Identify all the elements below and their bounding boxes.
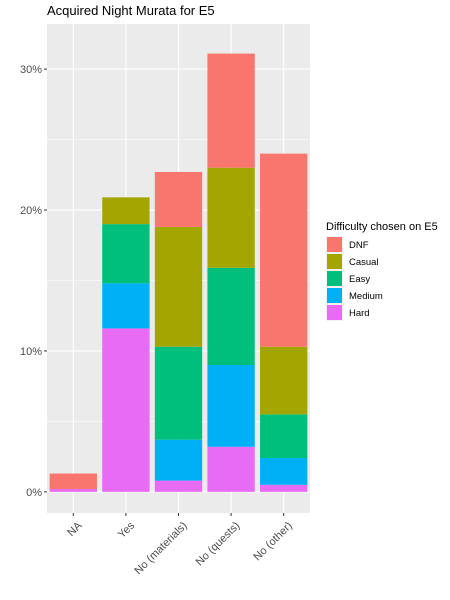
bar-no-quests-hard — [207, 446, 255, 492]
bar-no-quests-casual — [207, 167, 255, 268]
bar-yes-medium — [102, 283, 150, 329]
x-tick-label: No (quests) — [194, 520, 243, 569]
bar-no-materials-medium — [154, 439, 203, 481]
bar-yes-easy — [102, 224, 150, 284]
bar-no-other-hard — [260, 484, 308, 492]
bar-no-materials-dnf — [154, 171, 203, 227]
y-tick-label: 20% — [20, 205, 42, 217]
bar-no-materials-easy — [154, 346, 203, 440]
bar-no-other-easy — [260, 414, 308, 459]
x-tick-label: No (other) — [251, 520, 295, 564]
x-tick-label: Yes — [116, 519, 138, 541]
legend-label-medium: Medium — [349, 291, 383, 302]
legend-swatch-hard — [327, 305, 342, 320]
bar-yes-casual — [102, 197, 150, 225]
bars-layer — [49, 53, 308, 492]
legend-swatch-easy — [327, 271, 342, 286]
bar-no-materials-casual — [154, 226, 203, 347]
legend-title: Difficulty chosen on E5 — [326, 221, 438, 233]
legend: Difficulty chosen on E5 DNF Casual Easy Med… — [326, 221, 438, 321]
bar-no-materials-hard — [154, 480, 203, 492]
bar-yes-hard — [102, 328, 150, 492]
bar-no-quests-easy — [207, 267, 255, 366]
x-tick-label: NA — [65, 519, 85, 539]
bar-na-dnf — [49, 473, 97, 490]
bar-no-other-casual — [260, 346, 308, 415]
chart-title: Acquired Night Murata for E5 — [47, 3, 215, 18]
legend-swatch-dnf — [327, 237, 342, 252]
bar-no-quests-medium — [207, 365, 255, 447]
legend-label-dnf: DNF — [349, 240, 369, 251]
bar-no-quests-dnf — [207, 53, 255, 168]
legend-label-hard: Hard — [349, 308, 370, 319]
x-tick-label: No (materials) — [132, 520, 189, 577]
legend-swatch-casual — [327, 254, 342, 269]
legend-label-casual: Casual — [349, 257, 379, 268]
y-tick-label: 10% — [20, 346, 42, 358]
bar-no-other-dnf — [260, 153, 308, 347]
y-tick-label: 0% — [26, 487, 42, 499]
bar-no-other-medium — [260, 458, 308, 485]
bar-na-hard — [49, 489, 97, 492]
y-axis: 0% 10% 20% 30% — [20, 64, 47, 499]
legend-swatch-medium — [327, 288, 342, 303]
y-tick-label: 30% — [20, 64, 42, 76]
legend-label-easy: Easy — [349, 274, 370, 285]
